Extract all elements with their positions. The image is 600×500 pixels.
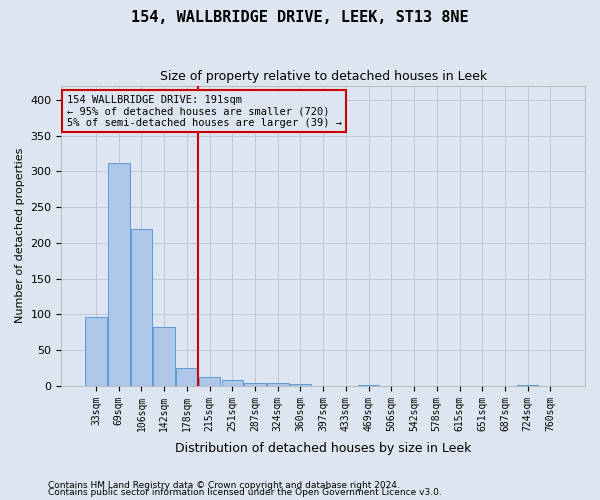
Bar bbox=[517, 385, 538, 386]
X-axis label: Distribution of detached houses by size in Leek: Distribution of detached houses by size … bbox=[175, 442, 472, 455]
Bar bbox=[85, 316, 107, 386]
Text: Contains public sector information licensed under the Open Government Licence v3: Contains public sector information licen… bbox=[48, 488, 442, 497]
Bar bbox=[176, 368, 197, 386]
Bar bbox=[154, 328, 175, 386]
Bar bbox=[221, 380, 243, 386]
Title: Size of property relative to detached houses in Leek: Size of property relative to detached ho… bbox=[160, 70, 487, 83]
Bar bbox=[290, 384, 311, 386]
Bar bbox=[108, 163, 130, 386]
Bar bbox=[267, 383, 289, 386]
Bar bbox=[358, 385, 379, 386]
Bar bbox=[131, 228, 152, 386]
Text: 154, WALLBRIDGE DRIVE, LEEK, ST13 8NE: 154, WALLBRIDGE DRIVE, LEEK, ST13 8NE bbox=[131, 10, 469, 25]
Text: 154 WALLBRIDGE DRIVE: 191sqm
← 95% of detached houses are smaller (720)
5% of se: 154 WALLBRIDGE DRIVE: 191sqm ← 95% of de… bbox=[67, 94, 341, 128]
Y-axis label: Number of detached properties: Number of detached properties bbox=[15, 148, 25, 324]
Bar bbox=[244, 383, 266, 386]
Text: Contains HM Land Registry data © Crown copyright and database right 2024.: Contains HM Land Registry data © Crown c… bbox=[48, 480, 400, 490]
Bar bbox=[199, 376, 220, 386]
